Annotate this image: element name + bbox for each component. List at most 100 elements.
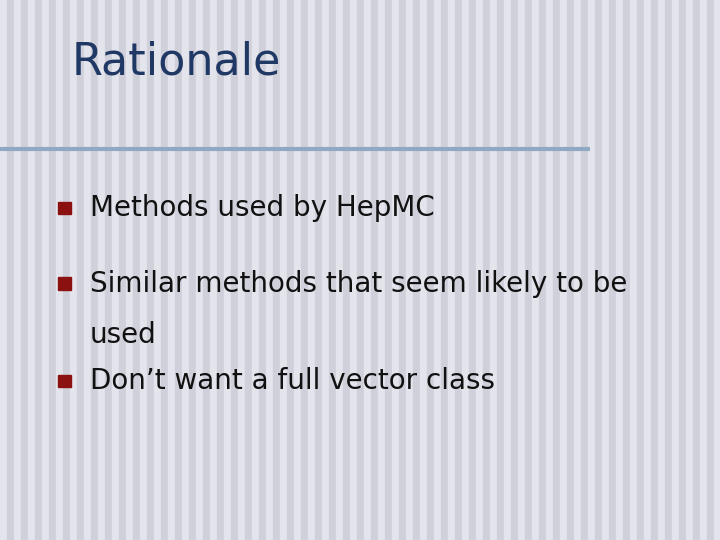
Bar <box>308 0 315 540</box>
Bar <box>483 0 490 540</box>
Bar <box>182 0 189 540</box>
Bar <box>525 0 532 540</box>
Bar <box>7 0 14 540</box>
Bar <box>84 0 91 540</box>
Bar <box>91 0 98 540</box>
Bar <box>686 0 693 540</box>
Bar <box>203 0 210 540</box>
Bar <box>70 0 77 540</box>
Text: Rationale: Rationale <box>72 40 282 84</box>
Bar <box>560 0 567 540</box>
Bar <box>490 0 497 540</box>
Bar <box>441 0 448 540</box>
Bar <box>175 0 182 540</box>
Bar <box>154 0 161 540</box>
Bar <box>392 0 399 540</box>
Bar <box>21 0 28 540</box>
Bar <box>105 0 112 540</box>
Bar <box>700 0 707 540</box>
Bar <box>58 375 71 387</box>
Bar <box>252 0 259 540</box>
Bar <box>469 0 476 540</box>
Bar <box>651 0 658 540</box>
Bar <box>287 0 294 540</box>
Bar <box>161 0 168 540</box>
Bar <box>539 0 546 540</box>
Bar <box>595 0 602 540</box>
Bar <box>147 0 154 540</box>
Bar <box>0 0 7 540</box>
Bar <box>49 0 56 540</box>
Bar <box>511 0 518 540</box>
Bar <box>672 0 679 540</box>
Bar <box>679 0 686 540</box>
Bar <box>448 0 455 540</box>
Text: Methods used by HepMC: Methods used by HepMC <box>90 194 435 222</box>
Bar <box>616 0 623 540</box>
Bar <box>98 0 105 540</box>
Bar <box>140 0 147 540</box>
Bar <box>56 0 63 540</box>
Bar <box>126 0 133 540</box>
Bar <box>581 0 588 540</box>
Bar <box>637 0 644 540</box>
Bar <box>168 0 175 540</box>
Bar <box>350 0 357 540</box>
Text: Don’t want a full vector class: Don’t want a full vector class <box>90 367 495 395</box>
Bar <box>14 0 21 540</box>
Bar <box>343 0 350 540</box>
Bar <box>378 0 385 540</box>
Bar <box>385 0 392 540</box>
Bar <box>58 278 71 289</box>
Bar <box>245 0 252 540</box>
Bar <box>623 0 630 540</box>
Bar <box>658 0 665 540</box>
Bar <box>259 0 266 540</box>
Text: used: used <box>90 321 157 349</box>
Bar <box>58 202 71 214</box>
Bar <box>609 0 616 540</box>
Bar <box>231 0 238 540</box>
Bar <box>427 0 434 540</box>
Bar <box>35 0 42 540</box>
Bar <box>553 0 560 540</box>
Bar <box>504 0 511 540</box>
Bar <box>224 0 231 540</box>
Bar <box>546 0 553 540</box>
Bar <box>497 0 504 540</box>
Bar <box>567 0 574 540</box>
Bar <box>434 0 441 540</box>
Bar <box>602 0 609 540</box>
Bar <box>476 0 483 540</box>
Bar <box>119 0 126 540</box>
Bar <box>371 0 378 540</box>
Bar <box>588 0 595 540</box>
Bar <box>455 0 462 540</box>
Bar <box>406 0 413 540</box>
Bar <box>266 0 273 540</box>
Text: Similar methods that seem likely to be: Similar methods that seem likely to be <box>90 269 627 298</box>
Bar <box>518 0 525 540</box>
Bar <box>28 0 35 540</box>
Bar <box>301 0 308 540</box>
Bar <box>413 0 420 540</box>
Bar <box>196 0 203 540</box>
Bar <box>574 0 581 540</box>
Bar <box>420 0 427 540</box>
Bar <box>210 0 217 540</box>
Bar <box>315 0 322 540</box>
Bar <box>294 0 301 540</box>
Bar <box>462 0 469 540</box>
Bar <box>399 0 406 540</box>
Bar <box>707 0 714 540</box>
Bar <box>357 0 364 540</box>
Bar <box>336 0 343 540</box>
Bar <box>133 0 140 540</box>
Bar <box>644 0 651 540</box>
Bar <box>189 0 196 540</box>
Bar <box>63 0 70 540</box>
Bar <box>217 0 224 540</box>
Bar <box>364 0 371 540</box>
Bar <box>238 0 245 540</box>
Bar <box>77 0 84 540</box>
